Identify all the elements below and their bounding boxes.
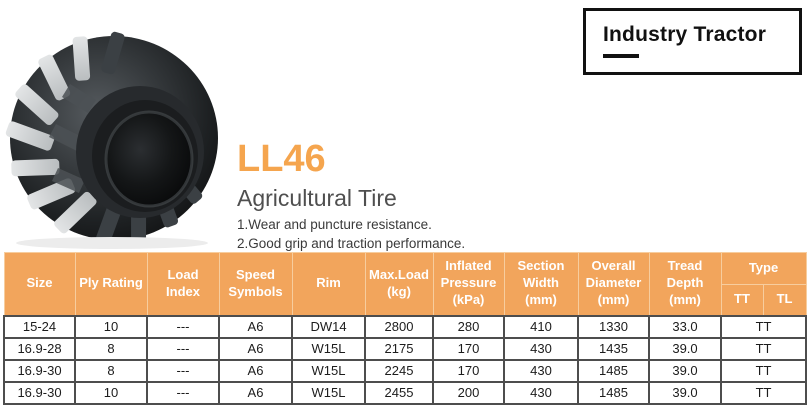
product-model: LL46 [237, 138, 326, 180]
table-cell: 430 [503, 336, 579, 361]
table-cell: 10 [74, 314, 148, 339]
series-title: Industry Tractor [603, 23, 767, 46]
table-cell: TT [719, 358, 807, 383]
table-cell: A6 [218, 358, 293, 383]
table-cell: 1435 [577, 336, 650, 361]
col-header-max-load: Max.Load (kg) [364, 252, 434, 316]
table-cell: 8 [74, 336, 148, 361]
table-cell: 39.0 [648, 380, 722, 405]
table-cell: TT [719, 336, 807, 361]
table-cell: 16.9-28 [3, 336, 76, 361]
series-header-box: Industry Tractor [583, 8, 802, 75]
table-cell: 15-24 [3, 314, 76, 339]
col-header-speed-symbols: Speed Symbols [218, 252, 293, 316]
table-cell: --- [146, 380, 220, 405]
table-cell: 2245 [364, 358, 434, 383]
table-cell: 16.9-30 [3, 380, 76, 405]
spec-table-body: 15-24 10 --- A6 DW14 2800 280 410 1330 33.0 TT 16.9… [3, 314, 807, 405]
table-cell: 430 [503, 380, 579, 405]
col-header-type: Type [720, 252, 807, 285]
tire-photo [0, 28, 232, 252]
table-cell: DW14 [291, 314, 366, 339]
table-cell: 280 [432, 314, 505, 339]
col-header-tread-depth: Tread Depth (mm) [648, 252, 722, 316]
feature-line: 2.Good grip and traction performance. [237, 235, 466, 251]
table-cell: 2455 [364, 380, 434, 405]
feature-line: 1.Wear and puncture resistance. [237, 217, 432, 232]
table-cell: A6 [218, 314, 293, 339]
col-header-type-tt: TT [720, 284, 764, 316]
col-header-size: Size [3, 252, 76, 316]
table-cell: 1485 [577, 380, 650, 405]
table-cell: 8 [74, 358, 148, 383]
table-cell: 16.9-30 [3, 358, 76, 383]
table-cell: W15L [291, 336, 366, 361]
col-header-ply-rating: Ply Rating [74, 252, 148, 316]
product-features: 1.Wear and puncture resistance. 2.Good g… [237, 216, 567, 253]
table-cell: 200 [432, 380, 505, 405]
table-cell: 170 [432, 336, 505, 361]
table-cell: A6 [218, 380, 293, 405]
product-category: Agricultural Tire [237, 185, 397, 211]
col-header-type-tl: TL [762, 284, 807, 316]
title-underline-bar [603, 54, 639, 58]
table-cell: W15L [291, 380, 366, 405]
table-cell: 39.0 [648, 358, 722, 383]
table-cell: 2800 [364, 314, 434, 339]
table-cell: TT [719, 314, 807, 339]
col-header-inflated-pressure: Inflated Pressure (kPa) [432, 252, 505, 316]
col-header-overall-diameter: Overall Diameter (mm) [577, 252, 650, 316]
table-cell: --- [146, 358, 220, 383]
col-header-section-width: Section Width (mm) [503, 252, 579, 316]
table-cell: --- [146, 336, 220, 361]
table-cell: A6 [218, 336, 293, 361]
col-header-rim: Rim [291, 252, 366, 316]
table-cell: TT [719, 380, 807, 405]
col-header-load-index: Load Index [146, 252, 220, 316]
table-cell: 33.0 [648, 314, 722, 339]
table-cell: --- [146, 314, 220, 339]
table-cell: 410 [503, 314, 579, 339]
table-cell: 1485 [577, 358, 650, 383]
table-row: 15-24 10 --- A6 DW14 2800 280 410 1330 33.0 TT [3, 314, 807, 339]
table-row: 16.9-30 10 --- A6 W15L 2455 200 430 1485 39.0 TT [3, 380, 807, 405]
agricultural-tire-illustration [5, 31, 218, 249]
table-cell: W15L [291, 358, 366, 383]
spec-table: Size Ply Rating Load Index Speed Symbols… [3, 252, 807, 405]
spec-table-head: Size Ply Rating Load Index Speed Symbols… [3, 252, 807, 316]
table-cell: 1330 [577, 314, 650, 339]
table-cell: 170 [432, 358, 505, 383]
product-info: LL46 Agricultural Tire 1.Wear and punctu… [237, 140, 567, 253]
table-row: 16.9-28 8 --- A6 W15L 2175 170 430 1435 39.0 TT [3, 336, 807, 361]
table-row: 16.9-30 8 --- A6 W15L 2245 170 430 1485 39.0 TT [3, 358, 807, 383]
table-cell: 39.0 [648, 336, 722, 361]
table-cell: 10 [74, 380, 148, 405]
table-cell: 430 [503, 358, 579, 383]
table-cell: 2175 [364, 336, 434, 361]
